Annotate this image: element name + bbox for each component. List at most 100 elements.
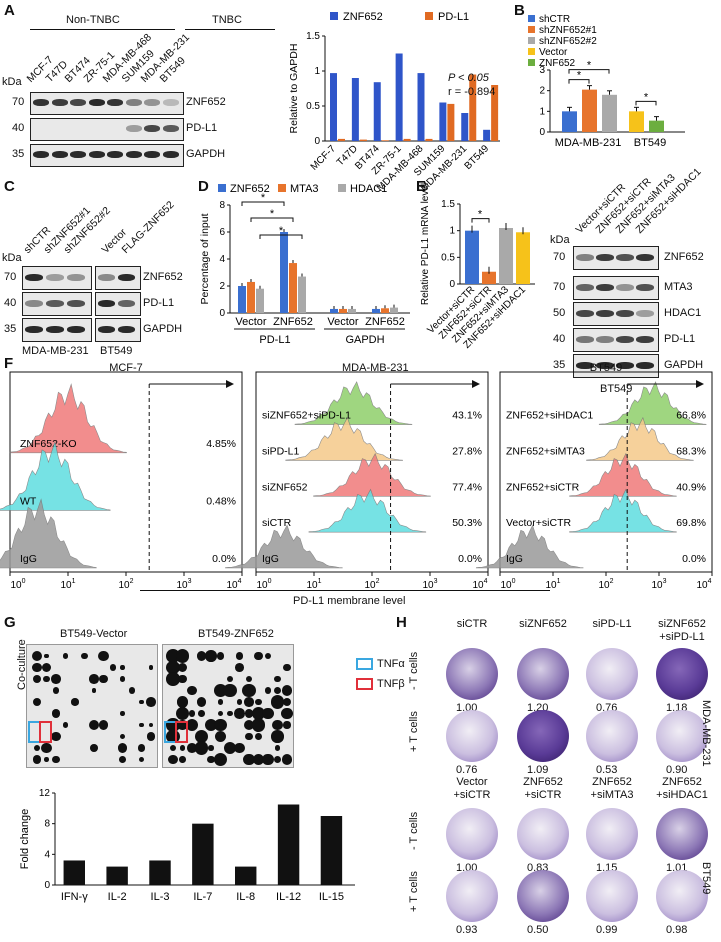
g-array-spot: [283, 721, 291, 729]
g-x-tick-label: IFN-γ: [61, 891, 88, 903]
g-array-spot: [139, 699, 144, 705]
g-x-tick-label: IL-15: [319, 891, 344, 903]
d-y-tick-label: 8: [219, 200, 225, 211]
e-band: [616, 284, 634, 291]
c-band: [25, 274, 43, 281]
d-sig-star: *: [270, 208, 275, 220]
b-legend-label: shZNF652#2: [539, 36, 597, 47]
g-array-spot: [213, 752, 228, 767]
g-array-spot: [187, 685, 197, 696]
a-band: [144, 99, 160, 106]
a-y-tick-label: 0.5: [306, 101, 320, 112]
g-array-spot: [128, 687, 136, 694]
d-sig-bracket: [259, 234, 303, 239]
g-array-spot: [273, 755, 282, 764]
f-histogram: [569, 452, 677, 497]
g-array-spot: [188, 710, 196, 717]
h-column-label: ZNF652 +siMTA3: [590, 776, 634, 801]
g-x-tick-label: IL-3: [151, 891, 170, 903]
d-x-tick-label: ZNF652: [365, 316, 405, 328]
e-band: [616, 254, 634, 261]
g-bar: [235, 866, 257, 885]
d-sig-bracket: [241, 201, 285, 206]
h-top-cell-label: MDA-MB-231: [700, 700, 712, 767]
h-plate: [656, 870, 708, 922]
d-bar: [330, 308, 338, 313]
f-histogram: [569, 488, 677, 533]
a-bar: [417, 73, 425, 141]
b-sig-star: *: [577, 70, 582, 82]
a-band: [88, 151, 105, 158]
g-bar: [149, 860, 171, 885]
d-sig-star: *: [279, 225, 284, 237]
e-band: [616, 362, 634, 369]
g-array-membrane: [162, 644, 294, 768]
g-array-spot: [120, 665, 125, 670]
f-histogram: [308, 488, 427, 533]
g-array-spot: [146, 697, 156, 707]
d-legend-label: HDAC1: [350, 183, 387, 195]
g-bar: [320, 816, 343, 885]
g-array-spot: [175, 649, 190, 663]
f-histogram: [294, 381, 413, 425]
f-row-label: ZNF652+siCTR: [506, 481, 580, 493]
g-array-spot: [148, 722, 154, 728]
group-bar-non-tnbc: [30, 29, 175, 30]
g-array-spot: [176, 696, 189, 708]
e-band: [616, 336, 634, 343]
g-array-spot: [51, 709, 61, 718]
f-row-label: IgG: [262, 553, 279, 565]
b-sig-star: *: [587, 60, 592, 72]
g-y-tick-label: 0: [44, 880, 50, 891]
group-label-tnbc: TNBC: [212, 14, 242, 26]
g-array-spot: [223, 683, 237, 698]
g-tnfb-box: [175, 721, 188, 743]
g-array-spot: [119, 733, 126, 740]
group-label-non-tnbc: Non-TNBC: [66, 14, 120, 26]
g-array-spot: [207, 755, 215, 764]
e-y-tick-label: 1: [449, 226, 455, 237]
d-x-tick-label: Vector: [327, 316, 359, 328]
g-x-tick-label: IL-7: [193, 891, 212, 903]
g-array-spot: [120, 711, 125, 716]
d-y-tick-label: 6: [219, 227, 225, 238]
f-row-label: IgG: [506, 553, 523, 565]
d-bar: [280, 232, 288, 313]
g-array-spot: [88, 719, 100, 731]
g-array-spot: [166, 672, 180, 686]
f-gate-arrowhead: [696, 380, 704, 388]
g-array-spot: [98, 720, 109, 730]
g-array-spot: [245, 732, 253, 741]
g-array-spot: [282, 697, 292, 707]
c-band: [98, 300, 115, 307]
panel-f-label: F: [4, 355, 14, 372]
h-column-label: siZNF652: [519, 618, 567, 630]
g-array-spot: [81, 652, 88, 660]
e-band: [636, 336, 654, 343]
g-array-spot: [117, 743, 128, 753]
h-plate-value: 0.93: [456, 924, 478, 936]
f-histogram: [313, 452, 431, 497]
b-legend-swatch: [528, 48, 535, 55]
g-bar: [63, 860, 85, 885]
e-band: [576, 254, 594, 261]
a-band: [33, 99, 49, 106]
h-plate-value: 0.98: [666, 924, 688, 936]
g-y-tick-label: 4: [44, 849, 50, 860]
g-array-spot: [281, 754, 293, 765]
h-plate: [517, 808, 569, 860]
g-array-spot: [198, 710, 205, 717]
a-bar: [439, 102, 447, 141]
a-bar: [461, 113, 469, 141]
f-row-pct: 66.8%: [676, 410, 706, 422]
b-legend-swatch: [528, 26, 535, 33]
f-x-tick-label: 101: [60, 578, 75, 591]
g-array-spot: [281, 685, 293, 696]
h-column-label: ZNF652 +siHDAC1: [656, 776, 708, 801]
a-bar: [351, 78, 359, 141]
g-array-spot: [252, 707, 265, 720]
f-row-pct: 0.0%: [682, 553, 706, 565]
f-row-pct: 0.0%: [212, 553, 236, 565]
f-histogram: [285, 416, 403, 461]
